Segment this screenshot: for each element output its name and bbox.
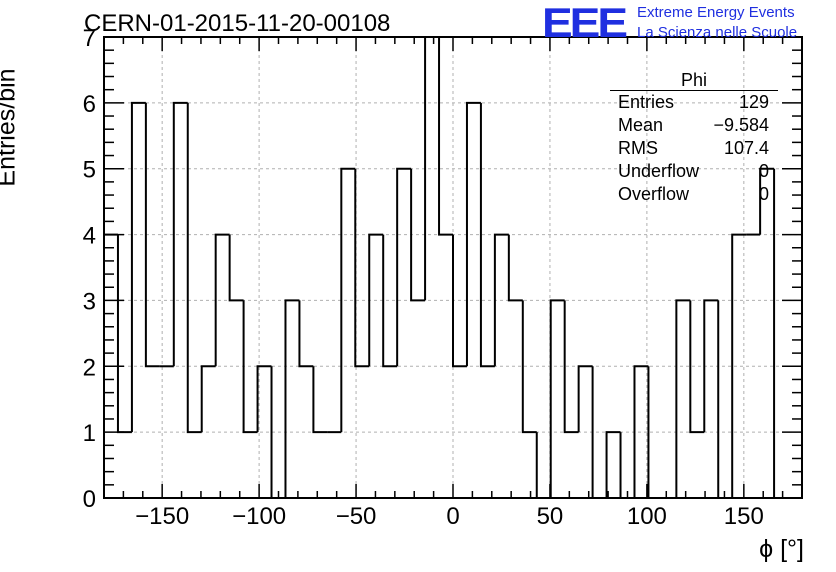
- stats-value: 0: [758, 161, 769, 181]
- histogram-bin: [200, 365, 216, 433]
- histogram-bin: [759, 167, 775, 235]
- x-tick-label: 100: [627, 503, 667, 530]
- histogram-bin: [731, 233, 747, 498]
- stats-key: RMS: [618, 138, 658, 158]
- histogram-bin: [633, 365, 649, 498]
- histogram-bin: [605, 431, 621, 498]
- histogram-bin: [675, 299, 691, 498]
- histogram-bin: [521, 300, 537, 434]
- histogram-bin: [396, 167, 412, 367]
- histogram-bin: [773, 168, 789, 499]
- x-tick-label: −150: [135, 503, 189, 530]
- histogram-bin: [535, 432, 551, 499]
- histogram-bin: [116, 234, 132, 434]
- x-tick-label: 50: [537, 503, 564, 530]
- y-tick-label: 6: [83, 91, 96, 118]
- histogram-bin: [452, 234, 467, 368]
- histogram-bin: [228, 234, 244, 302]
- histogram-bin: [717, 300, 733, 499]
- stats-box: Phi Entries 129 Mean −9.584 RMS 107.4 Un…: [610, 70, 778, 206]
- histogram-bin: [438, 37, 453, 236]
- stats-title: Phi: [610, 70, 778, 91]
- x-axis-label: ϕ [°]: [759, 535, 804, 563]
- histogram-bin: [410, 168, 426, 302]
- x-tick-label: −50: [336, 503, 377, 530]
- histogram-bin: [577, 365, 593, 433]
- stats-row-underflow: Underflow 0: [610, 160, 778, 183]
- y-axis-label: Entries/bin: [0, 68, 21, 187]
- histogram-bin: [493, 233, 509, 367]
- stats-key: Entries: [618, 92, 675, 112]
- y-tick-label: 7: [83, 25, 96, 52]
- eee-logo: EEE: [542, 0, 628, 47]
- histogram-bin: [382, 234, 398, 368]
- stats-row-mean: Mean −9.584: [610, 114, 778, 137]
- stats-value: 0: [758, 184, 769, 204]
- stats-value: −9.584: [713, 115, 769, 135]
- histogram-bin: [689, 300, 705, 434]
- histogram-bin: [368, 233, 384, 367]
- x-tick-label: 0: [446, 503, 459, 530]
- histogram-bin: [130, 101, 146, 433]
- histogram-bin: [172, 101, 188, 367]
- histogram-bin: [214, 233, 230, 367]
- histogram-bin: [340, 167, 356, 433]
- histogram-bin: [479, 102, 495, 368]
- y-axis-label-box: Entries/bin: [0, 68, 38, 186]
- stats-row-overflow: Overflow 0: [610, 183, 778, 206]
- histogram-bin: [242, 300, 258, 434]
- histogram-bin: [298, 300, 314, 368]
- x-tick-label: 150: [724, 503, 764, 530]
- stats-row-entries: Entries 129: [610, 91, 778, 114]
- y-tick-label: 2: [83, 354, 96, 381]
- stats-row-rms: RMS 107.4: [610, 137, 778, 160]
- histogram-bin: [563, 300, 579, 434]
- chart-title: CERN-01-2015-11-20-00108: [84, 10, 391, 37]
- y-tick-label: 5: [83, 157, 96, 184]
- x-tick-label: −100: [232, 503, 286, 530]
- histogram-bin: [619, 432, 635, 499]
- y-tick-label: 4: [83, 223, 96, 250]
- histogram-bin: [703, 299, 719, 433]
- y-tick-label: 1: [83, 420, 96, 447]
- stats-key: Overflow: [618, 184, 690, 204]
- histogram-bin: [465, 101, 481, 367]
- histogram-bin: [354, 168, 370, 368]
- histogram-bin: [144, 102, 160, 368]
- histogram-bin: [284, 299, 300, 498]
- logo-line-1: Extreme Energy Events: [637, 4, 795, 21]
- histogram-bin: [256, 365, 272, 433]
- stats-value: 107.4: [723, 138, 769, 158]
- stats-key: Mean: [618, 115, 664, 135]
- y-tick-label: 3: [83, 288, 96, 315]
- logo-line-2: La Scienza nelle Scuole: [637, 24, 798, 41]
- histogram-bin: [507, 234, 523, 302]
- stats-value: 129: [738, 92, 769, 112]
- histogram-bin: [549, 299, 565, 498]
- y-tick-label: 0: [83, 486, 96, 513]
- stats-key: Underflow: [618, 161, 700, 181]
- histogram-bin: [312, 366, 328, 434]
- histogram-bin: [186, 102, 202, 434]
